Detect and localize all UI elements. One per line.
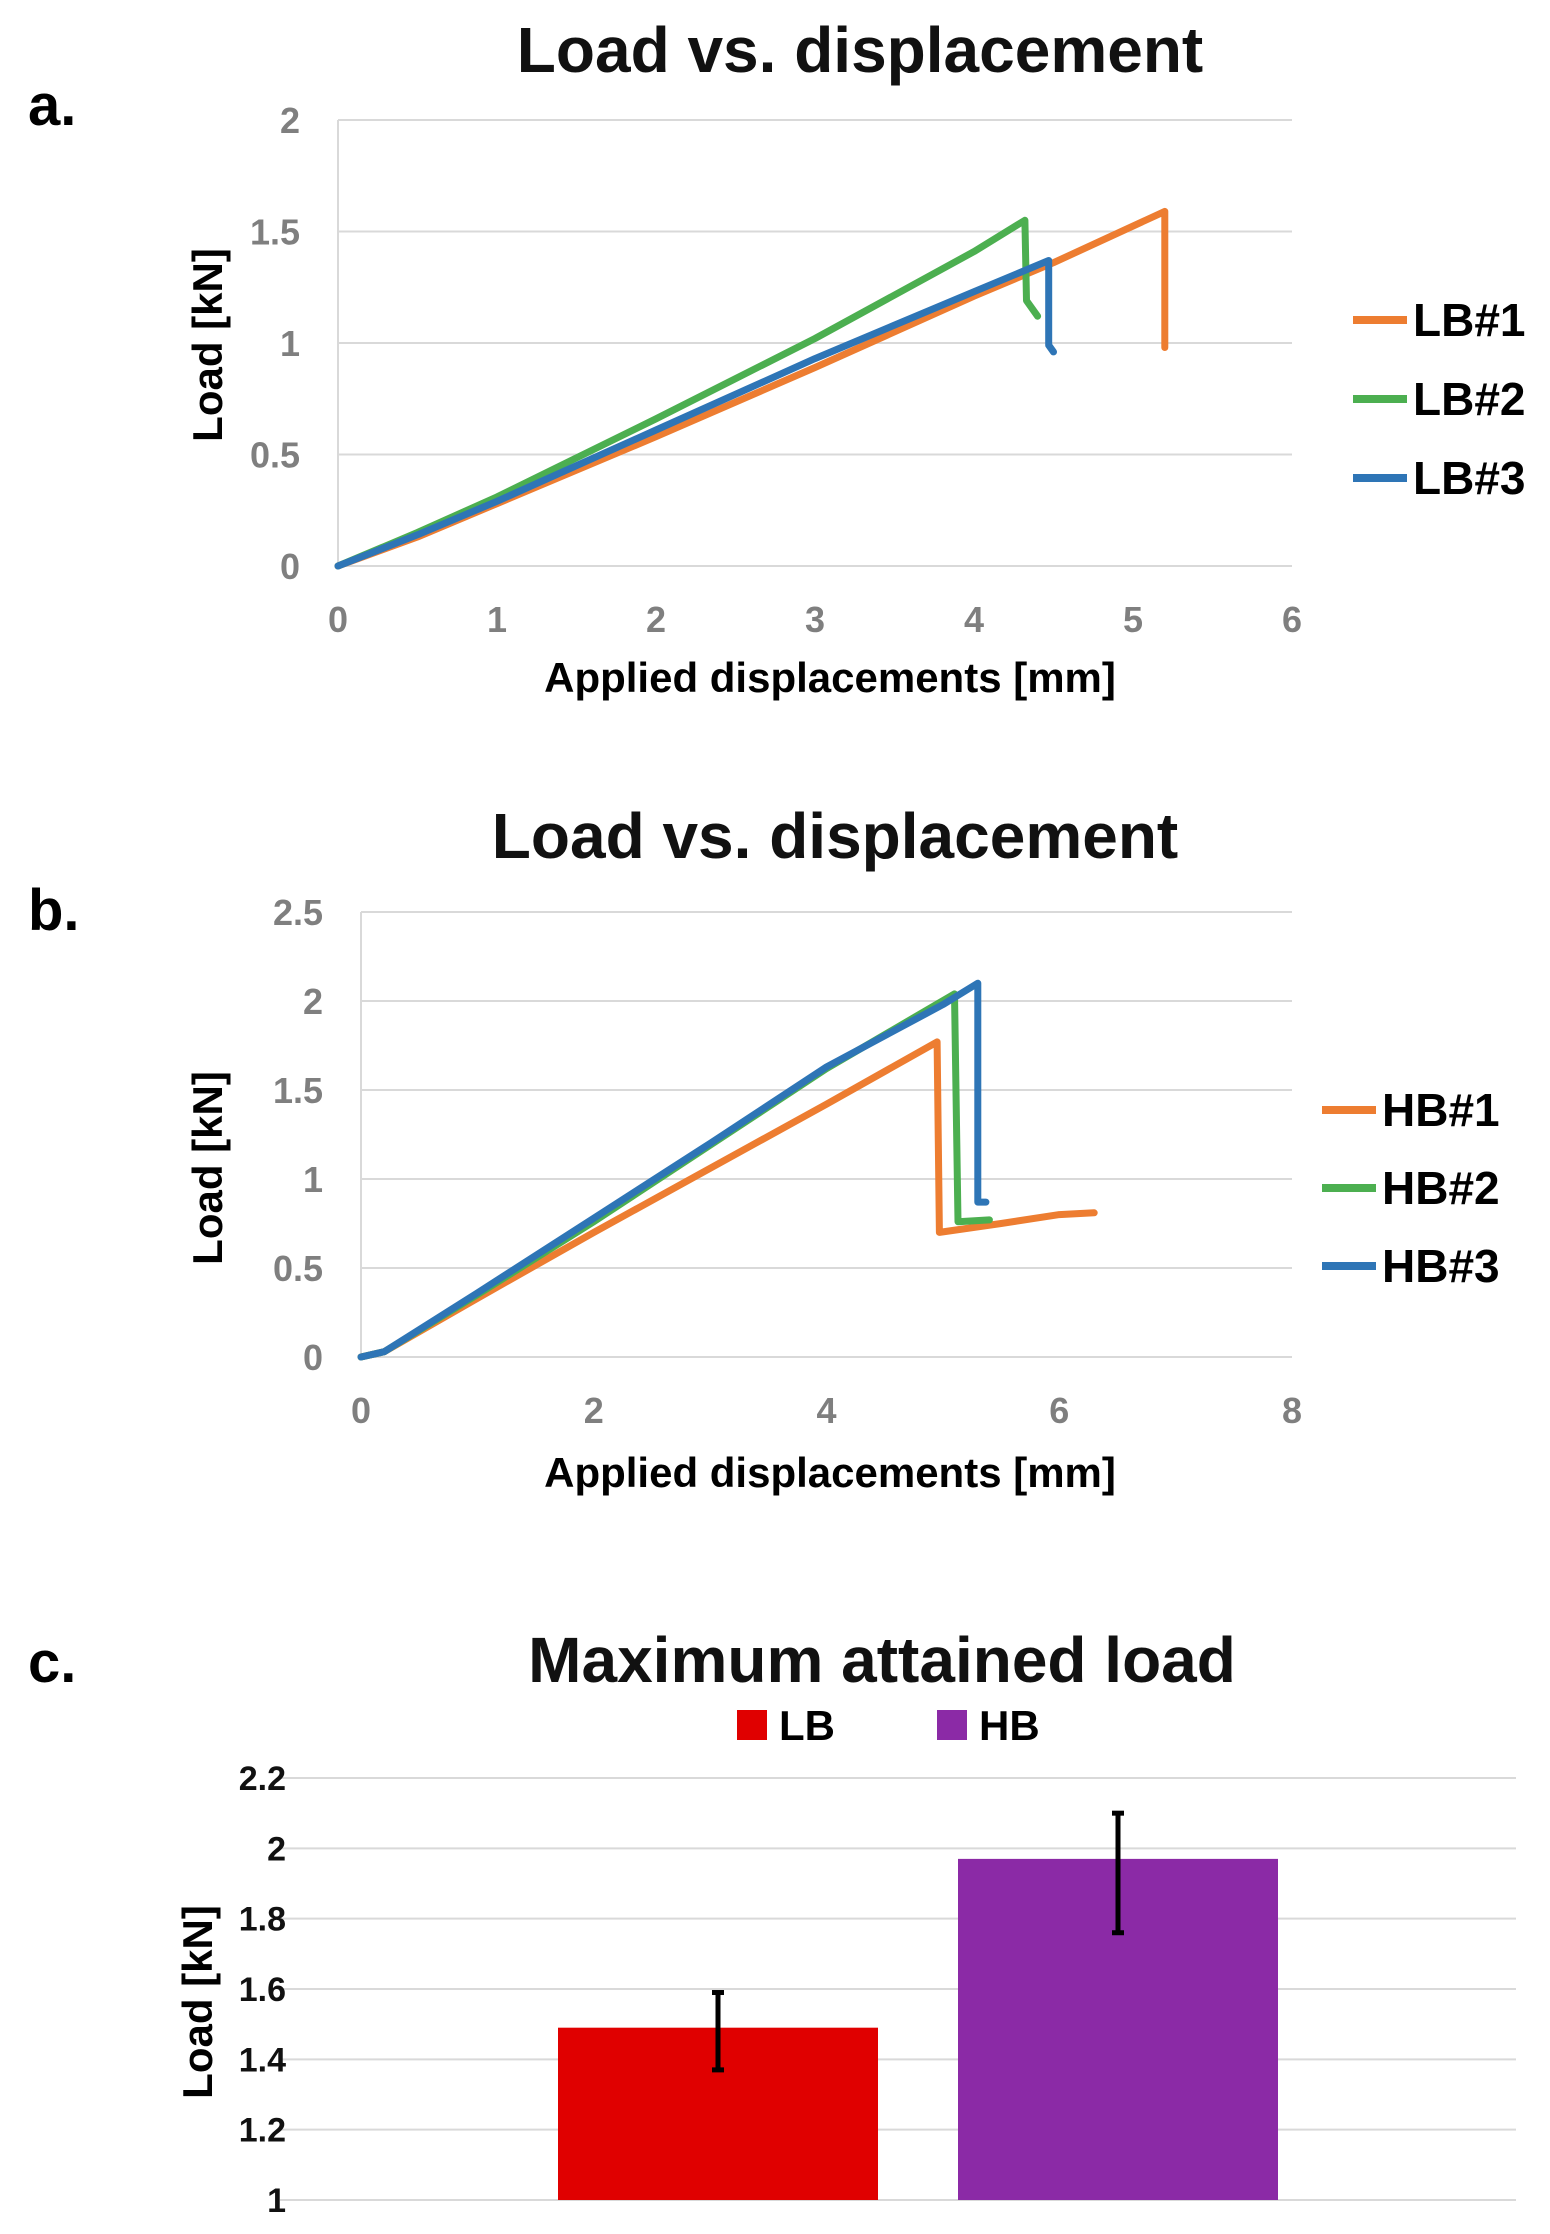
x-tick-label: 3 [805,599,825,640]
chart-a-y-axis-label: Load [kN] [184,248,231,442]
legend-label-lb: LB [779,1702,835,1749]
y-tick-label: 0.5 [273,1248,323,1289]
chart-a-gridlines [337,119,1292,567]
y-tick-label: 1.8 [239,1901,286,1939]
legend-label: LB#3 [1413,452,1525,504]
y-tick-label: 2 [267,1830,286,1868]
y-tick-label: 1.4 [239,2041,286,2079]
series-line-lb-2 [334,216,1042,570]
x-tick-label: 1 [487,599,507,640]
y-tick-label: 1.6 [239,1971,286,2009]
series-line-hb-2 [357,990,993,1361]
y-tick-label: 2 [280,100,300,141]
chart-a-x-ticks: 0 1 2 3 4 5 6 [328,599,1302,640]
chart-c-bars [558,1810,1278,2200]
series-line-lb-3 [334,257,1057,570]
y-tick-label: 1 [280,323,300,364]
y-tick-label: 1.5 [273,1070,323,1111]
y-tick-label: 0 [280,546,300,587]
legend-label: LB#2 [1413,373,1525,425]
y-tick-label: 1.2 [239,2112,286,2150]
legend-swatch-lb [737,1710,767,1740]
legend-label: HB#1 [1382,1084,1500,1136]
y-tick-label: 1 [303,1159,323,1200]
chart-a-legend: LB#1 LB#2 LB#3 [1353,294,1525,504]
panel-letter-b: b. [28,878,80,943]
y-tick-label: 0.5 [250,435,300,476]
x-tick-label: 2 [646,599,666,640]
chart-a: a. Load vs. displacement 0 0.5 1 1.5 2 0 1 2 3 4… [28,14,1525,701]
chart-b-x-ticks: 0 2 4 6 8 [351,1390,1302,1431]
y-tick-label: 1 [267,2182,286,2220]
x-tick-label: 6 [1282,599,1302,640]
chart-c-title: Maximum attained load [528,1624,1236,1696]
chart-c: c. Maximum attained load LB HB 1 1.2 1.4 1.6… [28,1624,1516,2220]
chart-c-legend: LB HB [737,1702,1040,1749]
y-tick-label: 2.5 [273,892,323,933]
x-tick-label: 6 [1049,1390,1069,1431]
chart-c-y-axis-label: Load [kN] [174,1905,221,2099]
chart-b-title: Load vs. displacement [492,800,1178,872]
x-tick-label: 0 [328,599,348,640]
chart-c-gridlines [280,1777,1516,2201]
y-tick-label: 2.2 [239,1760,286,1798]
chart-a-series [334,207,1169,570]
legend-label: HB#3 [1382,1240,1500,1292]
chart-a-x-axis-label: Applied displacements [mm] [544,654,1116,701]
y-tick-label: 2 [303,981,323,1022]
chart-a-title: Load vs. displacement [517,14,1203,86]
x-tick-label: 2 [584,1390,604,1431]
x-tick-label: 8 [1282,1390,1302,1431]
y-tick-label: 1.5 [250,212,300,253]
chart-b-y-axis-label: Load [kN] [184,1071,231,1265]
chart-b-legend: HB#1 HB#2 HB#3 [1322,1084,1500,1292]
panel-letter-c: c. [28,1630,76,1695]
legend-swatch-hb [937,1710,967,1740]
chart-b: b. Load vs. displacement 0 0.5 1 1.5 2 2.5 0 2… [28,800,1500,1496]
chart-b-series [357,979,1098,1361]
x-tick-label: 4 [816,1390,836,1431]
series-line-hb-3 [357,979,990,1361]
panel-letter-a: a. [28,73,76,138]
x-tick-label: 4 [964,599,984,640]
legend-label: LB#1 [1413,294,1525,346]
x-tick-label: 5 [1123,599,1143,640]
x-tick-label: 0 [351,1390,371,1431]
chart-b-gridlines [360,911,1292,1358]
legend-label: HB#2 [1382,1162,1500,1214]
chart-c-y-ticks: 1 1.2 1.4 1.6 1.8 2 2.2 [239,1760,286,2220]
legend-label-hb: HB [979,1702,1040,1749]
chart-b-x-axis-label: Applied displacements [mm] [544,1449,1116,1496]
chart-b-y-ticks: 0 0.5 1 1.5 2 2.5 [273,892,323,1378]
chart-a-y-ticks: 0 0.5 1 1.5 2 [250,100,300,587]
y-tick-label: 0 [303,1337,323,1378]
